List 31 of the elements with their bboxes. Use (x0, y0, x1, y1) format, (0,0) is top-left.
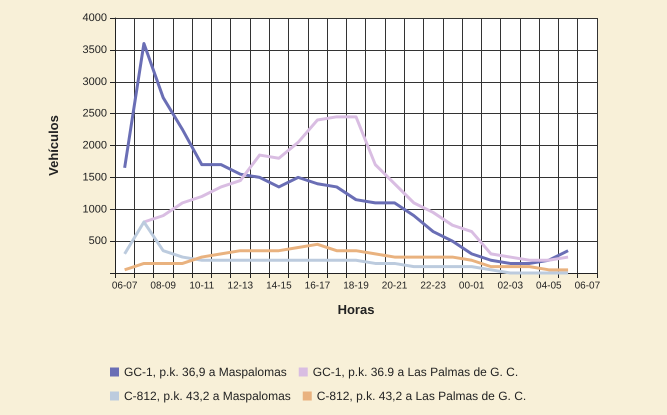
x-tick-label: 20-21 (382, 280, 408, 292)
y-tick-label: 500 (88, 235, 107, 248)
x-tick-label: 08-09 (150, 280, 176, 292)
legend-label: GC-1, p.k. 36,9 a Maspalomas (124, 365, 287, 379)
y-tick-label: 1500 (82, 171, 107, 184)
x-tick-label: 14-15 (266, 280, 292, 292)
y-tick-label: 1000 (82, 203, 107, 216)
x-tick-label: 04-05 (536, 280, 562, 292)
line-series (123, 220, 570, 274)
y-tick-label: 3000 (82, 76, 107, 88)
line-series (142, 115, 570, 262)
x-tick-label: 06-07 (574, 280, 601, 292)
x-tick-label: 02-03 (497, 280, 524, 292)
legend-label: C-812, p.k. 43,2 a Maspalomas (124, 389, 291, 403)
y-axis-title: Vehículos (46, 115, 61, 176)
y-tick-label: 2000 (82, 140, 107, 152)
line-series (123, 242, 570, 272)
x-tick-label: 18-19 (343, 280, 370, 292)
x-tick-label: 06-07 (112, 280, 138, 292)
x-tick-label: 10-11 (189, 280, 215, 292)
line-series (123, 42, 570, 265)
x-tick-label: 00-01 (458, 280, 485, 292)
legend-label: C-812, p.k. 43,2 a Las Palmas de G. C. (316, 389, 526, 403)
y-tick-label: 4000 (82, 12, 107, 24)
legend-label: GC-1, p.k. 36.9 a Las Palmas de G. C. (312, 365, 518, 379)
y-tick-label: 2500 (82, 108, 107, 120)
x-tick-label: 16-17 (304, 280, 331, 292)
y-tick-label: 3500 (82, 44, 107, 56)
x-tick-label: 12-13 (228, 280, 254, 292)
x-tick-label: 22-23 (420, 280, 446, 292)
x-axis-title: Horas (338, 302, 374, 317)
